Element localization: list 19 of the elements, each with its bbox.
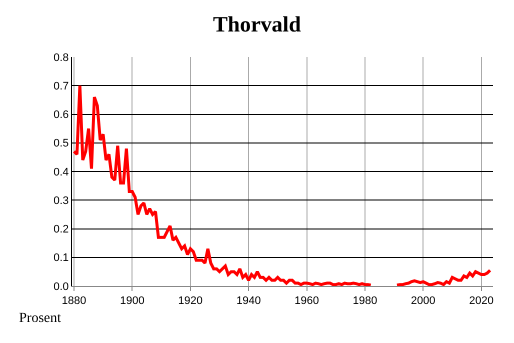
- x-tick-label: 1980: [352, 295, 378, 308]
- y-tick-label: 0.0: [54, 280, 69, 293]
- y-axis-title: Prosent: [19, 311, 62, 326]
- y-tick-label: 0.3: [54, 194, 69, 207]
- y-tick-label: 0.5: [54, 138, 69, 150]
- y-tick-label: 0.1: [54, 252, 69, 264]
- y-tick-label: 0.7: [54, 80, 69, 92]
- x-tick-label: 1880: [62, 295, 86, 308]
- x-tick-label: 1920: [178, 295, 203, 308]
- y-tick-label: 0.2: [54, 224, 69, 236]
- x-tick-label: 1940: [236, 295, 261, 308]
- chart-title: Thorvald: [212, 12, 302, 37]
- y-tick-label: 0.4: [54, 166, 69, 178]
- y-tick-label: 0.8: [54, 52, 69, 64]
- x-tick-label: 1900: [120, 295, 144, 308]
- x-tick-label: 1960: [294, 295, 320, 308]
- y-tick-label: 0.6: [54, 109, 69, 122]
- x-tick-label: 2000: [410, 295, 436, 308]
- x-tick-label: 2020: [469, 295, 494, 308]
